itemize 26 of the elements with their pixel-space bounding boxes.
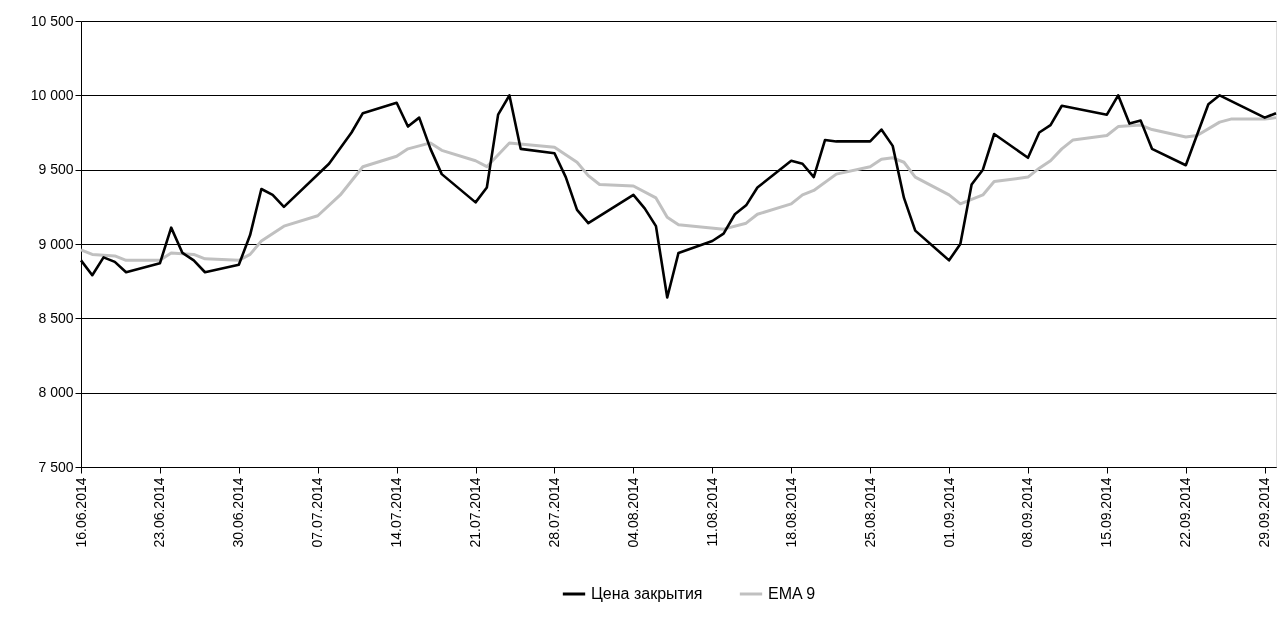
x-tick-label: 11.08.2014 bbox=[703, 477, 720, 547]
y-tick-label: 8 500 bbox=[38, 309, 74, 326]
legend-label: EMA 9 bbox=[768, 585, 816, 602]
x-tick-label: 15.09.2014 bbox=[1098, 477, 1115, 548]
x-tick-label: 04.08.2014 bbox=[624, 477, 641, 548]
x-tick-label: 29.09.2014 bbox=[1256, 477, 1273, 548]
x-tick-label: 18.08.2014 bbox=[782, 477, 799, 548]
y-tick-label: 10 000 bbox=[30, 86, 74, 103]
x-tick-label: 14.07.2014 bbox=[388, 477, 405, 548]
legend-label: Цена закрытия bbox=[591, 585, 703, 602]
y-tick-label: 8 000 bbox=[38, 384, 74, 401]
line-series bbox=[79, 116, 1278, 262]
y-tick-label: 7 500 bbox=[38, 458, 74, 475]
x-tick-label: 01.09.2014 bbox=[940, 477, 957, 548]
y-tick-label: 9 000 bbox=[38, 235, 74, 252]
y-tick-label: 9 500 bbox=[38, 161, 74, 178]
x-tick-label: 22.09.2014 bbox=[1177, 477, 1194, 548]
x-tick-label: 30.06.2014 bbox=[230, 477, 247, 548]
x-tick-label: 23.06.2014 bbox=[151, 477, 168, 548]
x-tick-label: 07.07.2014 bbox=[309, 477, 326, 548]
x-tick-label: 16.06.2014 bbox=[72, 477, 89, 548]
x-tick-label: 28.07.2014 bbox=[545, 477, 562, 548]
x-tick-label: 25.08.2014 bbox=[861, 477, 878, 548]
x-tick-label: 21.07.2014 bbox=[467, 477, 484, 548]
x-tick-label: 08.09.2014 bbox=[1019, 477, 1036, 548]
y-tick-label: 10 500 bbox=[30, 12, 74, 29]
